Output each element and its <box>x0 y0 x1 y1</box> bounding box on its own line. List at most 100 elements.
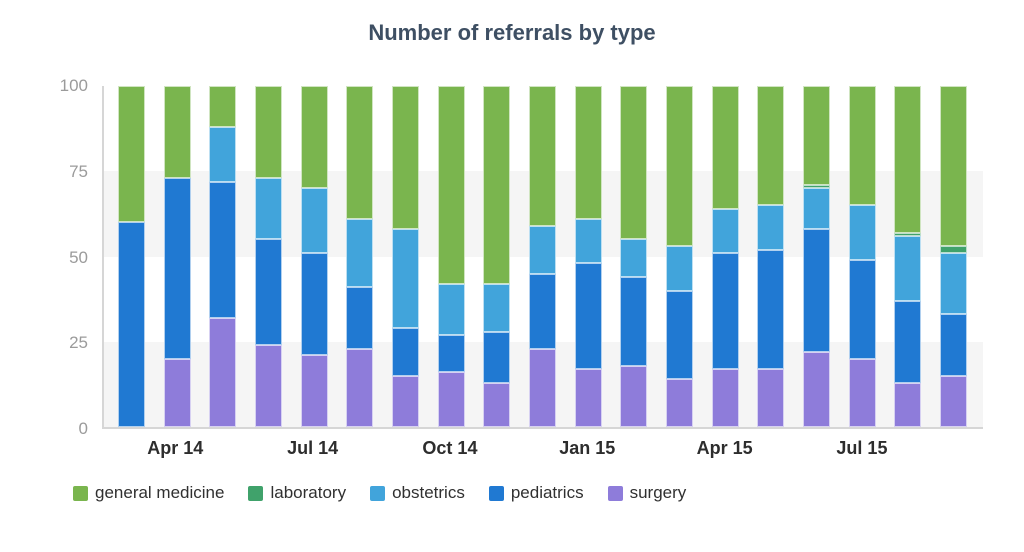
bar-segment-surgery[interactable] <box>346 348 374 427</box>
bar-segment-surgery[interactable] <box>391 375 419 427</box>
bar-segment-general-medicine[interactable] <box>757 86 785 206</box>
bar-segment-pediatrics[interactable] <box>254 239 282 346</box>
bar-dec-14[interactable] <box>528 86 556 427</box>
bar-segment-pediatrics[interactable] <box>118 222 145 427</box>
bar-segment-surgery[interactable] <box>894 382 922 427</box>
bar-segment-surgery[interactable] <box>254 345 282 427</box>
bar-segment-surgery[interactable] <box>300 355 328 427</box>
bar-mar-14[interactable] <box>118 86 145 427</box>
bar-segment-pediatrics[interactable] <box>391 328 419 376</box>
legend-item-pediatrics[interactable]: pediatrics <box>488 483 584 503</box>
bar-segment-pediatrics[interactable] <box>300 253 328 356</box>
bar-segment-obstetrics[interactable] <box>848 205 876 260</box>
bar-segment-surgery[interactable] <box>209 317 237 427</box>
bar-segment-surgery[interactable] <box>483 382 511 427</box>
bar-oct-14[interactable] <box>437 86 465 427</box>
bar-segment-general-medicine[interactable] <box>300 86 328 189</box>
bar-segment-obstetrics[interactable] <box>665 246 693 291</box>
bar-aug-14[interactable] <box>346 86 374 427</box>
bar-segment-general-medicine[interactable] <box>620 86 648 240</box>
bar-segment-general-medicine[interactable] <box>802 86 830 185</box>
bar-mar-15[interactable] <box>665 86 693 427</box>
bar-segment-obstetrics[interactable] <box>437 283 465 335</box>
bar-segment-surgery[interactable] <box>620 365 648 427</box>
bar-segment-pediatrics[interactable] <box>665 290 693 380</box>
bar-apr-15[interactable] <box>711 86 739 427</box>
bar-segment-pediatrics[interactable] <box>711 253 739 370</box>
bar-segment-general-medicine[interactable] <box>574 86 602 219</box>
bar-aug-15[interactable] <box>894 86 922 427</box>
bar-segment-obstetrics[interactable] <box>346 219 374 288</box>
bar-segment-pediatrics[interactable] <box>437 334 465 373</box>
bar-jun-15[interactable] <box>802 86 830 427</box>
bar-segment-surgery[interactable] <box>163 358 191 427</box>
bar-segment-laboratory[interactable] <box>802 184 830 189</box>
bar-segment-obstetrics[interactable] <box>391 229 419 329</box>
bar-segment-surgery[interactable] <box>574 369 602 427</box>
bar-jun-14[interactable] <box>254 86 282 427</box>
bar-segment-surgery[interactable] <box>528 348 556 427</box>
bar-segment-pediatrics[interactable] <box>894 300 922 383</box>
bar-segment-obstetrics[interactable] <box>209 126 237 182</box>
legend-item-general-medicine[interactable]: general medicine <box>73 483 224 503</box>
bar-segment-surgery[interactable] <box>939 375 967 427</box>
bar-segment-surgery[interactable] <box>665 379 693 427</box>
bar-segment-surgery[interactable] <box>437 372 465 427</box>
bar-segment-obstetrics[interactable] <box>574 219 602 264</box>
bar-segment-pediatrics[interactable] <box>483 331 511 383</box>
bar-segment-general-medicine[interactable] <box>939 86 967 247</box>
bar-nov-14[interactable] <box>483 86 511 427</box>
bar-jan-15[interactable] <box>574 86 602 427</box>
bar-segment-surgery[interactable] <box>802 351 830 427</box>
bar-segment-obstetrics[interactable] <box>894 236 922 301</box>
bar-segment-surgery[interactable] <box>757 369 785 427</box>
bar-segment-pediatrics[interactable] <box>848 259 876 359</box>
bar-segment-general-medicine[interactable] <box>894 86 922 233</box>
bar-sep-14[interactable] <box>391 86 419 427</box>
bar-segment-pediatrics[interactable] <box>802 229 830 352</box>
bar-jul-15[interactable] <box>848 86 876 427</box>
bar-segment-pediatrics[interactable] <box>757 249 785 370</box>
bar-segment-general-medicine[interactable] <box>711 86 739 209</box>
bar-segment-laboratory[interactable] <box>939 246 967 254</box>
bar-segment-obstetrics[interactable] <box>620 239 648 277</box>
bar-segment-surgery[interactable] <box>848 358 876 427</box>
bar-may-15[interactable] <box>757 86 785 427</box>
bar-segment-general-medicine[interactable] <box>163 86 191 179</box>
bar-segment-laboratory[interactable] <box>894 232 922 237</box>
bar-segment-pediatrics[interactable] <box>209 181 237 318</box>
bar-segment-pediatrics[interactable] <box>528 273 556 349</box>
legend-item-laboratory[interactable]: laboratory <box>248 483 346 503</box>
bar-segment-obstetrics[interactable] <box>939 253 967 315</box>
bar-segment-general-medicine[interactable] <box>118 86 145 223</box>
bar-may-14[interactable] <box>209 86 237 427</box>
bar-segment-obstetrics[interactable] <box>711 208 739 254</box>
bar-jul-14[interactable] <box>300 86 328 427</box>
bar-apr-14[interactable] <box>163 86 191 427</box>
bar-segment-general-medicine[interactable] <box>254 86 282 179</box>
bar-segment-obstetrics[interactable] <box>300 188 328 254</box>
bar-segment-general-medicine[interactable] <box>848 86 876 206</box>
bar-segment-pediatrics[interactable] <box>346 287 374 349</box>
bar-segment-general-medicine[interactable] <box>346 86 374 220</box>
bar-segment-surgery[interactable] <box>711 369 739 427</box>
bar-segment-obstetrics[interactable] <box>802 188 830 230</box>
bar-segment-pediatrics[interactable] <box>620 276 648 366</box>
bar-segment-pediatrics[interactable] <box>939 314 967 376</box>
bar-segment-general-medicine[interactable] <box>209 86 237 127</box>
bar-feb-15[interactable] <box>620 86 648 427</box>
legend-item-obstetrics[interactable]: obstetrics <box>370 483 465 503</box>
legend-item-surgery[interactable]: surgery <box>607 483 686 503</box>
bar-segment-general-medicine[interactable] <box>483 86 511 284</box>
bar-segment-obstetrics[interactable] <box>528 225 556 274</box>
bar-segment-obstetrics[interactable] <box>254 178 282 240</box>
bar-segment-pediatrics[interactable] <box>574 263 602 370</box>
bar-segment-general-medicine[interactable] <box>437 86 465 284</box>
bar-segment-general-medicine[interactable] <box>391 86 419 230</box>
bar-segment-general-medicine[interactable] <box>665 86 693 247</box>
bar-sep-15[interactable] <box>939 86 967 427</box>
bar-segment-obstetrics[interactable] <box>757 205 785 250</box>
bar-segment-obstetrics[interactable] <box>483 283 511 332</box>
bar-segment-general-medicine[interactable] <box>528 86 556 226</box>
bar-segment-pediatrics[interactable] <box>163 178 191 359</box>
